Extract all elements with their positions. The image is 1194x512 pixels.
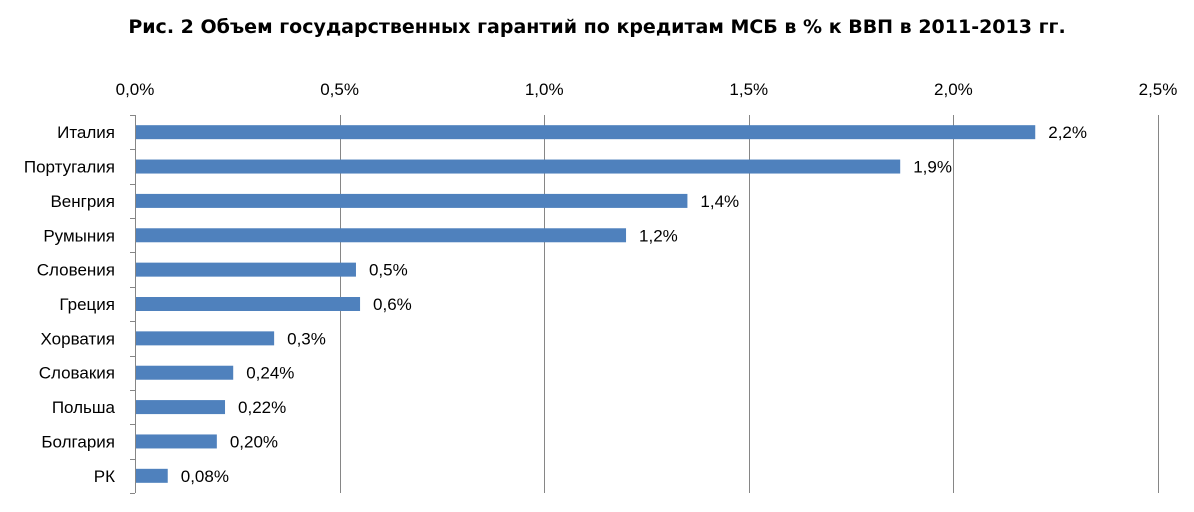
x-tick-label: 1,5% bbox=[729, 80, 768, 99]
data-label: 0,5% bbox=[369, 261, 408, 280]
data-label: 1,9% bbox=[913, 158, 952, 177]
x-tick-label: 2,0% bbox=[934, 80, 973, 99]
category-label: РК bbox=[94, 467, 115, 486]
category-label: Словения bbox=[37, 261, 115, 280]
data-label: 0,20% bbox=[230, 432, 278, 451]
category-label: Хорватия bbox=[41, 329, 115, 348]
category-label: Греция bbox=[59, 295, 115, 314]
category-label: Польша bbox=[52, 398, 116, 417]
bar bbox=[136, 365, 234, 380]
chart-title: Рис. 2 Объем государственных гарантий по… bbox=[128, 16, 1066, 38]
bar bbox=[136, 262, 356, 277]
category-labels: Италия Португалия Венгрия Румыния Словения Гр… bbox=[24, 123, 116, 486]
data-label: 0,22% bbox=[238, 398, 286, 417]
x-axis-tick-labels: 0,0% 0,5% 1,0% 1,5% 2,0% 2,5% bbox=[116, 80, 1178, 99]
bar bbox=[136, 125, 1036, 140]
x-tick-label: 1,0% bbox=[525, 80, 564, 99]
bar bbox=[136, 159, 901, 174]
bar bbox=[136, 468, 168, 483]
bar bbox=[136, 193, 688, 208]
category-label: Венгрия bbox=[50, 192, 115, 211]
x-tick-label: 0,0% bbox=[116, 80, 155, 99]
data-labels: 2,2% 1,9% 1,4% 1,2% 0,5% 0,6% 0,3% 0,24% 0,22% 0,… bbox=[181, 123, 1087, 486]
bar bbox=[136, 434, 217, 449]
category-axis bbox=[130, 115, 136, 494]
data-label: 0,08% bbox=[181, 467, 229, 486]
bar bbox=[136, 331, 275, 346]
data-label: 0,3% bbox=[287, 329, 326, 348]
category-label: Словакия bbox=[39, 364, 115, 383]
data-label: 2,2% bbox=[1048, 123, 1087, 142]
category-label: Португалия bbox=[24, 158, 115, 177]
category-label: Румыния bbox=[43, 226, 115, 245]
x-tick-label: 2,5% bbox=[1139, 80, 1178, 99]
category-label: Италия bbox=[57, 123, 115, 142]
bar bbox=[136, 400, 226, 415]
data-label: 0,6% bbox=[373, 295, 412, 314]
bars bbox=[136, 125, 1036, 483]
bar bbox=[136, 228, 627, 243]
data-label: 1,4% bbox=[700, 192, 739, 211]
bar bbox=[136, 297, 361, 311]
x-tick-label: 0,5% bbox=[320, 80, 359, 99]
data-label: 1,2% bbox=[639, 226, 678, 245]
data-label: 0,24% bbox=[246, 364, 294, 383]
category-label: Болгария bbox=[41, 432, 115, 451]
